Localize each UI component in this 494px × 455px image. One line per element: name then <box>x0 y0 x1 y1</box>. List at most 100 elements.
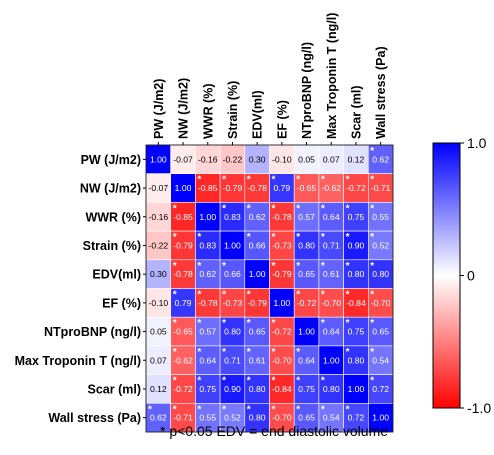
significance-marker: * <box>321 261 325 272</box>
cell-value-label: 0.80 <box>224 327 241 337</box>
significance-marker: * <box>173 261 177 272</box>
cell-value-label: 0.62 <box>249 212 266 222</box>
cell-value-label: -0.70 <box>371 298 391 308</box>
cell-value-label: -0.70 <box>272 413 292 423</box>
significance-marker: * <box>296 347 300 358</box>
row-label: Scar (ml) <box>88 382 142 396</box>
significance-marker: * <box>173 347 177 358</box>
significance-marker: * <box>370 376 374 387</box>
significance-marker: * <box>173 404 177 415</box>
heatmap-cell <box>195 288 221 318</box>
significance-marker: * <box>247 347 251 358</box>
cell-value-label: 0.90 <box>348 240 365 250</box>
column-label: Wall stress (Pa) <box>374 46 388 139</box>
heatmap-cell <box>318 259 344 289</box>
cell-value-label: -0.85 <box>198 183 218 193</box>
significance-marker: * <box>346 232 350 243</box>
cell-value-label: 0.72 <box>372 384 389 394</box>
heatmap-cell <box>170 288 196 318</box>
row-label: WWR (%) <box>85 210 141 224</box>
significance-marker: * <box>321 203 325 214</box>
cell-value-label: 0.64 <box>323 212 340 222</box>
significance-marker: * <box>173 318 177 329</box>
colorbar-tick-label: 1.0 <box>467 135 487 151</box>
significance-marker: * <box>247 318 251 329</box>
significance-marker: * <box>346 318 350 329</box>
cell-value-label: -0.70 <box>321 298 341 308</box>
colorbar-gradient <box>432 142 461 409</box>
column-label: NTproBNP (ng/l) <box>300 42 314 139</box>
cell-value-label: 1.00 <box>348 384 365 394</box>
heatmap-cell <box>244 230 270 261</box>
cell-value-label: -0.73 <box>223 298 243 308</box>
heatmap-cell <box>343 345 369 375</box>
cell-value-label: 0.62 <box>150 413 167 423</box>
heatmap-cell <box>195 374 221 404</box>
cell-value-label: 0.75 <box>348 212 365 222</box>
significance-marker: * <box>222 347 226 358</box>
cell-value-label: -0.79 <box>272 269 292 279</box>
cell-value-label: 0.65 <box>249 327 266 337</box>
row-label: NW (J/m2) <box>80 182 141 196</box>
significance-marker: * <box>272 376 276 387</box>
significance-marker: * <box>173 232 177 243</box>
heatmap-cell <box>293 316 320 347</box>
significance-marker: * <box>222 290 226 301</box>
significance-marker: * <box>321 290 325 301</box>
row-label: EF (%) <box>102 296 141 310</box>
significance-marker: * <box>296 404 300 415</box>
cell-value-label: -0.10 <box>149 298 169 308</box>
heatmap-cell <box>293 288 320 318</box>
heatmap-cell <box>219 402 246 433</box>
cell-value-label: -0.65 <box>173 327 193 337</box>
significance-marker: * <box>222 203 226 214</box>
cell-value-label: 0.64 <box>298 355 315 365</box>
cell-value-label: -0.62 <box>173 355 193 365</box>
heatmap-cell <box>367 402 394 433</box>
cell-value-label: 0.65 <box>372 327 389 337</box>
cell-value-label: -0.62 <box>321 183 341 193</box>
heatmap-cell <box>293 374 320 404</box>
significance-marker: * <box>222 404 226 415</box>
heatmap-cell <box>170 374 196 404</box>
significance-marker: * <box>247 290 251 301</box>
significance-marker: * <box>247 232 251 243</box>
cell-value-label: 1.00 <box>323 355 340 365</box>
cell-value-label: -0.71 <box>371 183 391 193</box>
cell-value-label: -0.72 <box>272 327 292 337</box>
significance-marker: * <box>222 175 226 186</box>
column-label: Strain (%) <box>226 81 240 139</box>
significance-marker: * <box>222 261 226 272</box>
heatmap-cell <box>145 259 172 289</box>
cell-value-label: -0.78 <box>272 212 292 222</box>
cell-value-label: -0.78 <box>247 183 267 193</box>
cell-value-label: 1.00 <box>175 183 192 193</box>
cell-value-label: 1.00 <box>298 327 315 337</box>
cell-value-label: 0.07 <box>323 154 340 164</box>
heatmap-cell <box>367 173 394 203</box>
row-label: Wall stress (Pa) <box>48 411 141 425</box>
heatmap-cell <box>343 259 369 289</box>
cell-value-label: 1.00 <box>249 269 266 279</box>
significance-marker: * <box>296 175 300 186</box>
heatmap-cell <box>219 259 246 289</box>
heatmap-cell <box>269 316 295 347</box>
cell-value-label: 0.79 <box>175 298 192 308</box>
significance-marker: * <box>173 376 177 387</box>
column-label: Scar (ml) <box>349 86 363 140</box>
heatmap-cell <box>170 345 196 375</box>
row-label: NTproBNP (ng/l) <box>44 325 141 339</box>
heatmap-cell <box>145 374 172 404</box>
significance-marker: * <box>346 290 350 301</box>
cell-value-label: -0.72 <box>297 298 317 308</box>
heatmap-cell <box>219 345 246 375</box>
cell-value-label: 0.79 <box>273 183 290 193</box>
significance-marker: * <box>370 232 374 243</box>
heatmap-cell <box>269 345 295 375</box>
cell-value-label: 0.75 <box>298 384 315 394</box>
significance-marker: * <box>370 261 374 272</box>
cell-value-label: -0.78 <box>173 269 193 279</box>
colorbar-tick-label: -1.0 <box>467 400 491 416</box>
significance-marker: * <box>173 203 177 214</box>
row-label: EDV(ml) <box>92 268 141 282</box>
